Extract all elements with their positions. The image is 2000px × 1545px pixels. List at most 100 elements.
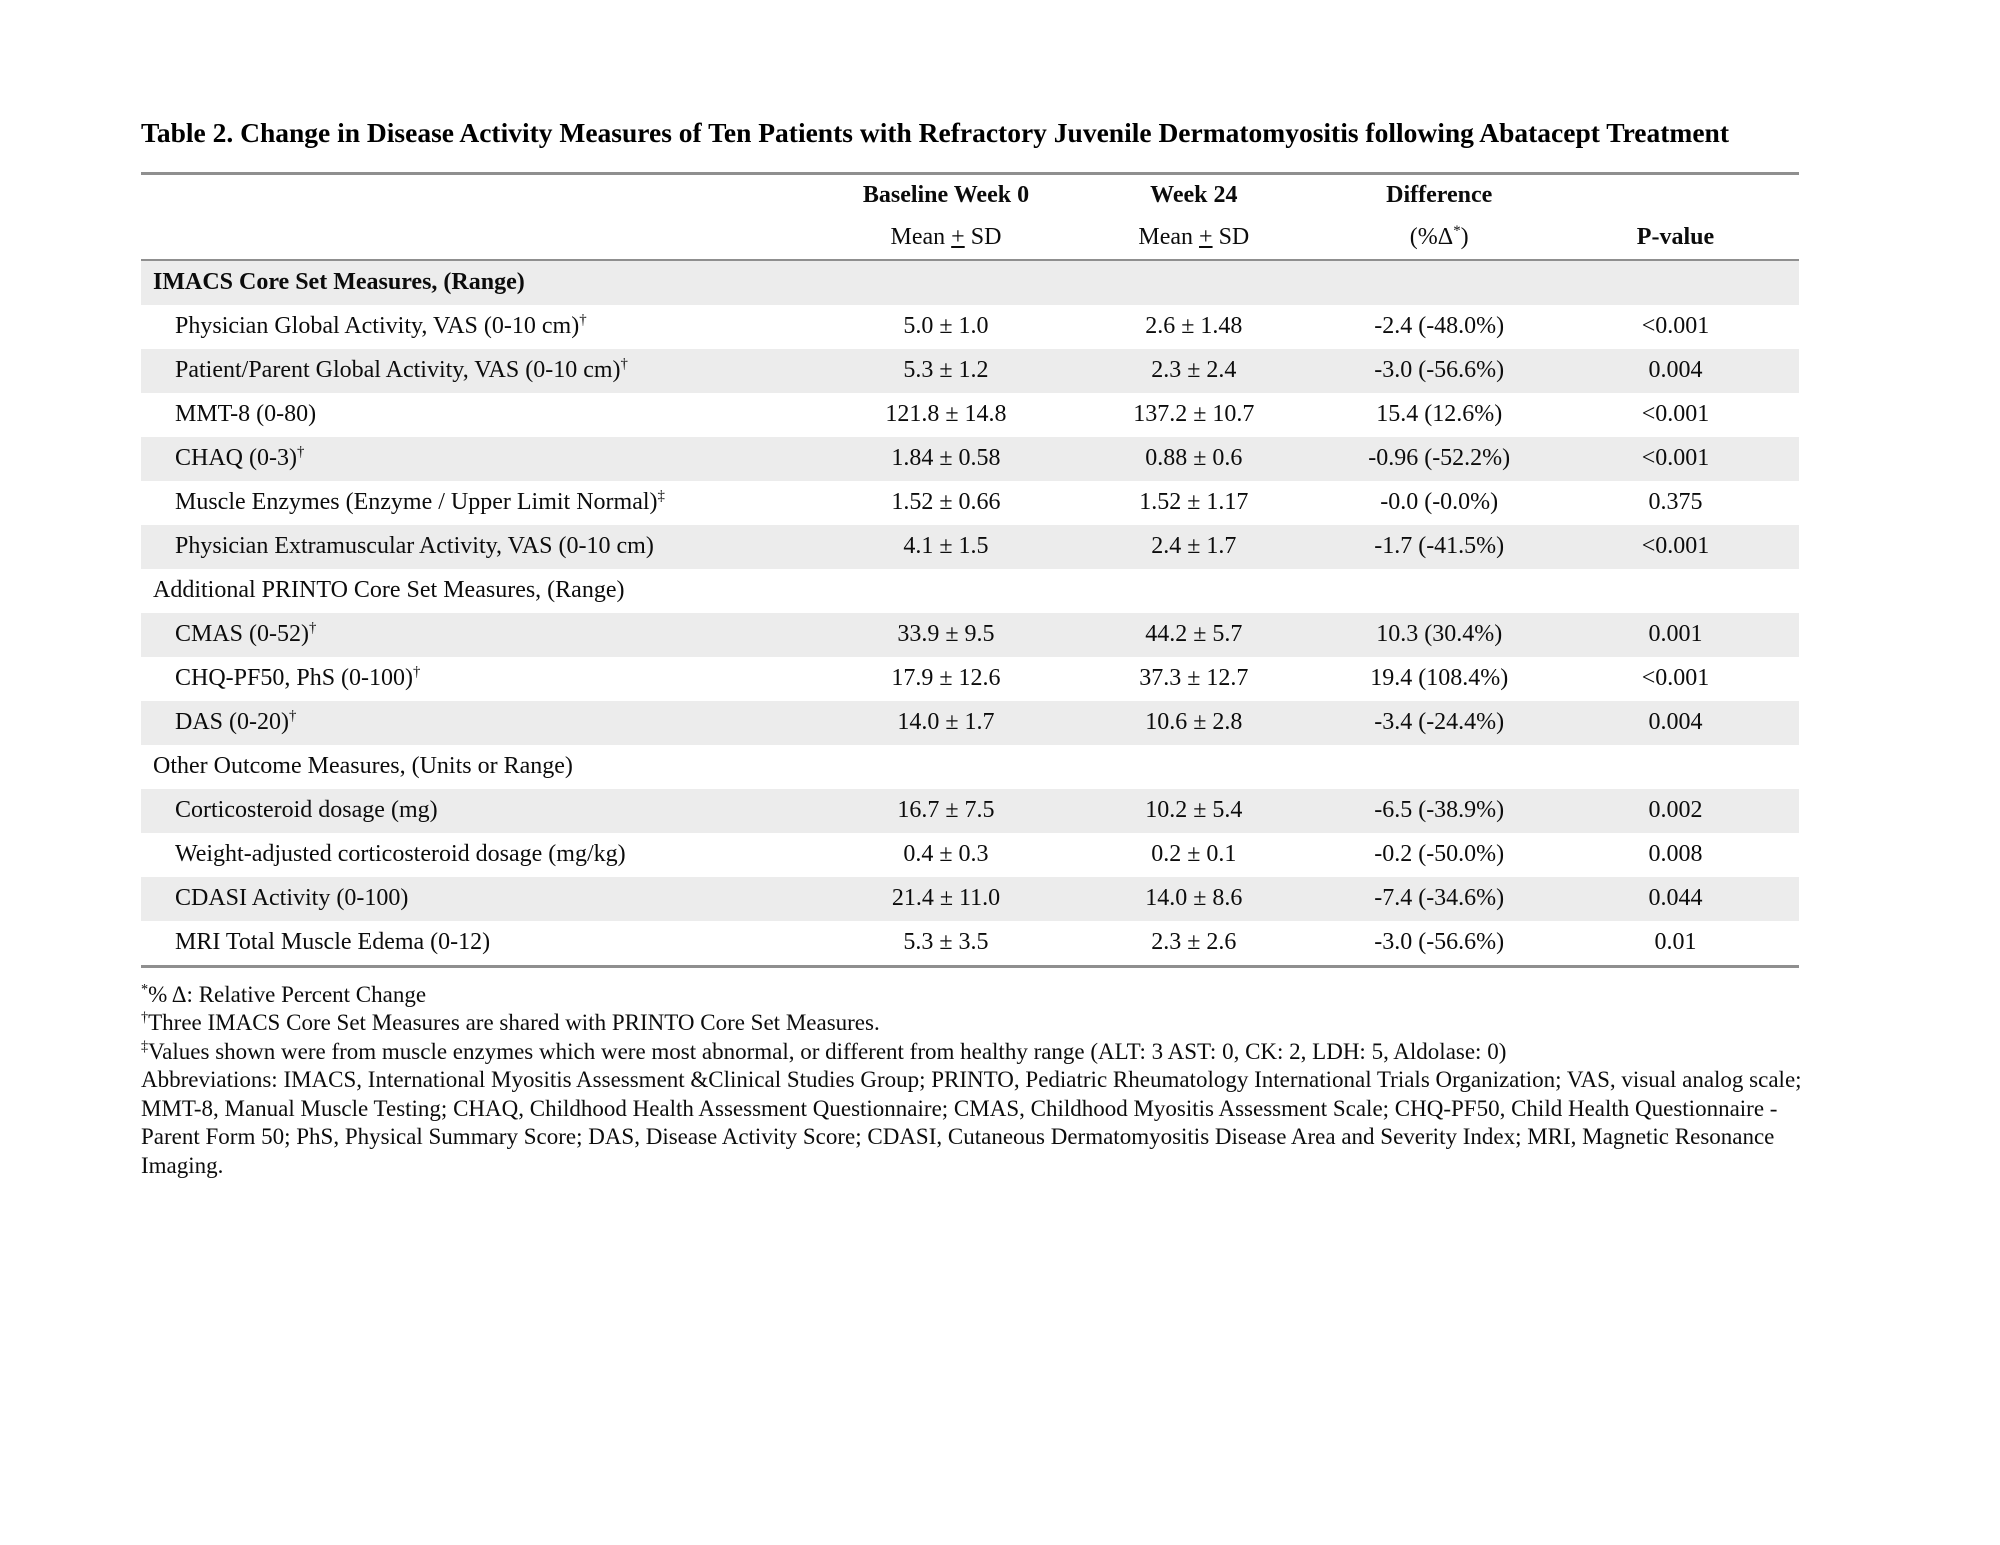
week24-value: 2.4 ± 1.7: [1151, 533, 1237, 560]
section-row: Other Outcome Measures, (Units or Range): [141, 745, 1799, 789]
dagger-superscript: ‡: [657, 488, 665, 505]
baseline-value: 14.0 ± 1.7: [897, 709, 995, 736]
footnotes: *% Δ: Relative Percent Change †Three IMA…: [141, 981, 1819, 1181]
header-spacer: [141, 216, 831, 261]
pvalue-value: 0.01: [1654, 929, 1697, 956]
footnote-abbreviations: Abbreviations: IMACS, International Myos…: [141, 1067, 1802, 1178]
col-difference-subheader: (%Δ*): [1326, 216, 1552, 261]
difference-value: -6.5 (-38.9%): [1374, 797, 1505, 824]
difference-value: -0.0 (-0.0%): [1380, 489, 1499, 516]
section-row: IMACS Core Set Measures, (Range): [141, 259, 1799, 305]
row-label: Weight-adjusted corticosteroid dosage (m…: [175, 841, 626, 868]
table-row: Physician Global Activity, VAS (0-10 cm)…: [141, 305, 1799, 349]
dagger-superscript: †: [309, 620, 317, 637]
baseline-value: 5.3 ± 3.5: [903, 929, 989, 956]
difference-value: 15.4 (12.6%): [1376, 401, 1503, 428]
section-label: Additional PRINTO Core Set Measures, (Ra…: [153, 577, 625, 604]
difference-value: 10.3 (30.4%): [1376, 621, 1503, 648]
footnote-percent-change: *% Δ: Relative Percent Change: [141, 980, 427, 1007]
dagger-superscript: †: [620, 356, 628, 373]
col-baseline-header: Baseline Week 0: [862, 182, 1030, 209]
header-spacer: [141, 173, 831, 217]
footnote-marker: ‡: [141, 1037, 149, 1054]
difference-value: -0.96 (-52.2%): [1368, 445, 1511, 472]
footnote-double-dagger: ‡Values shown were from muscle enzymes w…: [141, 1037, 1507, 1064]
table-row: CHQ-PF50, PhS (0-100)† 17.9 ± 12.6 37.3 ± …: [141, 657, 1799, 701]
dagger-superscript: †: [296, 444, 305, 461]
section-label: Other Outcome Measures, (Units or Range): [153, 753, 573, 780]
plus-minus-sign: +: [951, 224, 965, 251]
pvalue-value: 0.004: [1648, 709, 1703, 736]
table-row: MRI Total Muscle Edema (0-12) 5.3 ± 3.5 2.…: [141, 921, 1799, 967]
results-table: Baseline Week 0 Week 24 Difference Mean …: [141, 171, 1799, 968]
row-label: Muscle Enzymes (Enzyme / Upper Limit Nor…: [175, 488, 665, 516]
table-title: Table 2. Change in Disease Activity Meas…: [141, 117, 1729, 148]
baseline-value: 0.4 ± 0.3: [903, 841, 989, 868]
baseline-value: 16.7 ± 7.5: [897, 797, 995, 824]
week24-value: 1.52 ± 1.17: [1139, 489, 1249, 516]
week24-value: 44.2 ± 5.7: [1145, 621, 1243, 648]
table-header: Baseline Week 0 Week 24 Difference Mean …: [141, 173, 1799, 261]
row-label: Physician Global Activity, VAS (0-10 cm)…: [175, 312, 587, 340]
row-label: Patient/Parent Global Activity, VAS (0-1…: [175, 356, 628, 384]
week24-value: 2.3 ± 2.6: [1151, 929, 1237, 956]
section-label: IMACS Core Set Measures, (Range): [153, 269, 525, 296]
difference-value: -3.4 (-24.4%): [1374, 709, 1505, 736]
row-label: MMT-8 (0-80): [175, 401, 317, 428]
pvalue-value: <0.001: [1641, 665, 1710, 692]
header-row-1: Baseline Week 0 Week 24 Difference: [141, 173, 1799, 217]
dagger-superscript: †: [289, 708, 297, 725]
row-label: MRI Total Muscle Edema (0-12): [175, 929, 491, 956]
pvalue-value: <0.001: [1641, 313, 1710, 340]
pvalue-value: 0.004: [1648, 357, 1703, 384]
asterisk-superscript: *: [1453, 223, 1461, 240]
baseline-value: 21.4 ± 11.0: [891, 885, 1001, 912]
col-week24-header: Week 24: [1150, 182, 1238, 209]
row-label: CHAQ (0-3)†: [175, 444, 305, 472]
pvalue-value: <0.001: [1641, 445, 1710, 472]
row-label: Physician Extramuscular Activity, VAS (0…: [175, 533, 654, 560]
pvalue-value: <0.001: [1641, 533, 1710, 560]
baseline-value: 1.52 ± 0.66: [891, 489, 1001, 516]
row-label: DAS (0-20)†: [175, 708, 297, 736]
col-baseline-subheader: Mean + SD: [830, 216, 1062, 261]
footnote-marker: †: [141, 1009, 149, 1026]
table-content: Table 2. Change in Disease Activity Meas…: [141, 108, 1802, 1180]
table-row: Corticosteroid dosage (mg) 16.7 ± 7.5 10.2…: [141, 788, 1799, 833]
table-row: MMT-8 (0-80) 121.8 ± 14.8 137.2 ± 10.7 15.4…: [141, 393, 1799, 437]
difference-value: -7.4 (-34.6%): [1374, 885, 1505, 912]
baseline-value: 5.3 ± 1.2: [903, 357, 989, 384]
baseline-value: 1.84 ± 0.58: [891, 445, 1001, 472]
difference-value: -3.0 (-56.6%): [1374, 929, 1505, 956]
baseline-value: 5.0 ± 1.0: [903, 313, 989, 340]
table-row: Physician Extramuscular Activity, VAS (0…: [141, 524, 1799, 569]
table-row: CMAS (0-52)† 33.9 ± 9.5 44.2 ± 5.7 10.3 (30…: [141, 612, 1799, 657]
difference-value: -3.0 (-56.6%): [1374, 357, 1505, 384]
table-row: Weight-adjusted corticosteroid dosage (m…: [141, 833, 1799, 877]
difference-value: -0.2 (-50.0%): [1374, 841, 1505, 868]
pvalue-value: 0.375: [1648, 489, 1703, 516]
table-body: IMACS Core Set Measures, (Range) Physicia…: [141, 259, 1799, 967]
pvalue-value: 0.008: [1648, 841, 1703, 868]
baseline-value: 121.8 ± 14.8: [885, 401, 1007, 428]
section-row: Additional PRINTO Core Set Measures, (Ra…: [141, 569, 1799, 613]
dagger-superscript: †: [413, 664, 421, 681]
header-row-2: Mean + SD Mean + SD (%Δ*) P-value: [141, 216, 1799, 261]
table-row: CDASI Activity (0-100) 21.4 ± 11.0 14.0 ± …: [141, 876, 1799, 921]
row-label: CMAS (0-52)†: [175, 620, 317, 648]
baseline-value: 33.9 ± 9.5: [897, 621, 995, 648]
week24-value: 14.0 ± 8.6: [1145, 885, 1243, 912]
footnote-dagger: †Three IMACS Core Set Measures are share…: [141, 1009, 880, 1036]
pvalue-value: 0.002: [1648, 797, 1703, 824]
plus-minus-sign: +: [1199, 224, 1213, 251]
dagger-superscript: †: [579, 312, 587, 329]
week24-value: 0.88 ± 0.6: [1145, 445, 1243, 472]
col-pvalue-header: P-value: [1551, 216, 1799, 261]
footnote-marker: *: [141, 980, 149, 997]
week24-value: 137.2 ± 10.7: [1133, 401, 1255, 428]
baseline-value: 4.1 ± 1.5: [903, 533, 989, 560]
week24-value: 10.6 ± 2.8: [1145, 709, 1243, 736]
table-row: Patient/Parent Global Activity, VAS (0-1…: [141, 348, 1799, 393]
week24-value: 2.3 ± 2.4: [1151, 357, 1237, 384]
